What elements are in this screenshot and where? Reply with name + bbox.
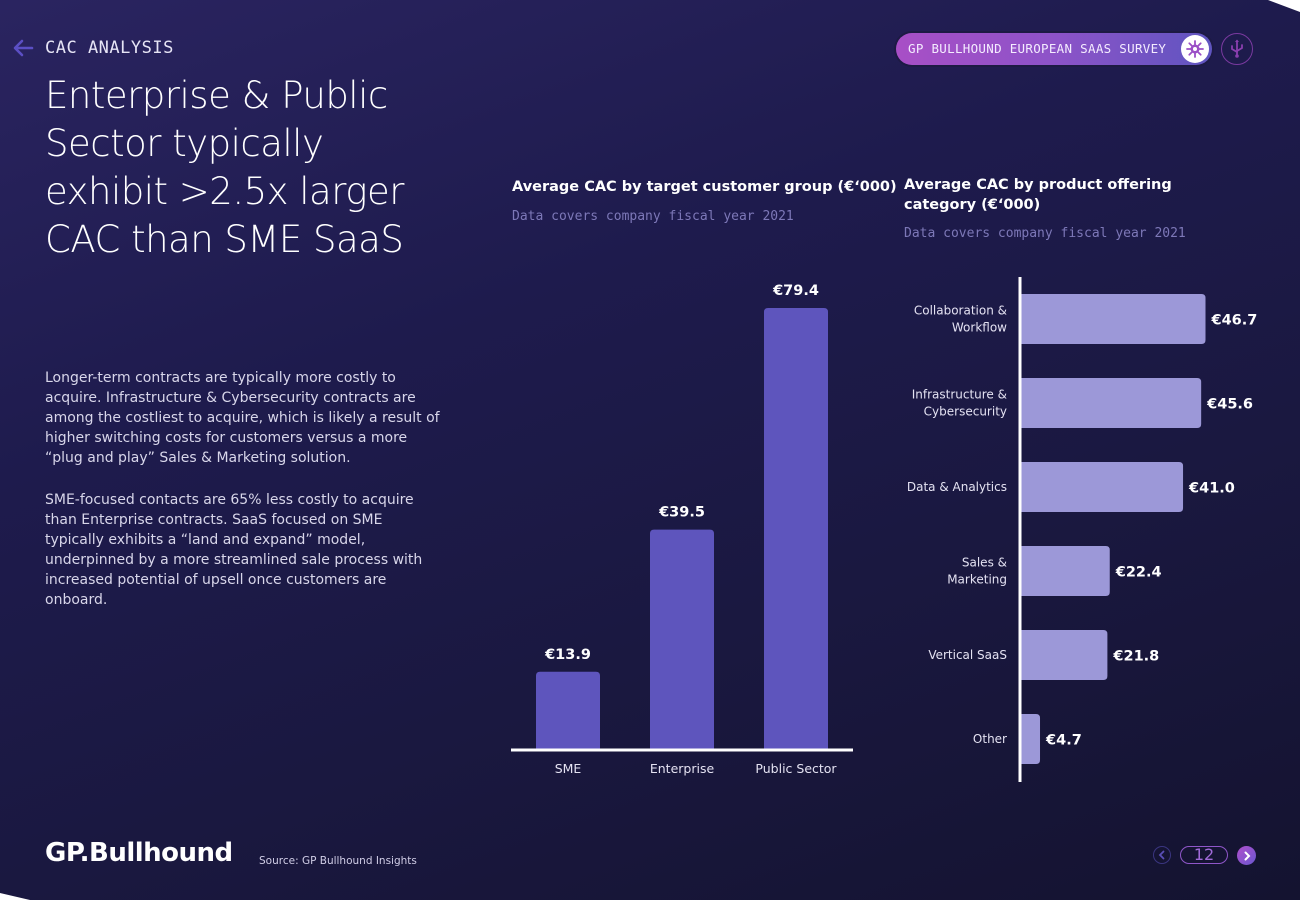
back-button[interactable] [12,38,34,58]
y-tick-label: Other [973,732,1007,746]
bar-public-sector [764,308,828,749]
survey-link-button[interactable]: GP BULLHOUND EUROPEAN SAAS SURVEY [896,33,1212,65]
section-label: CAC ANALYSIS [45,38,174,58]
bar-value-label: €22.4 [1115,565,1162,581]
bar-vertical-saas [1021,630,1108,680]
usb-icon [1231,39,1243,58]
y-tick-label-line: Marketing [947,573,1007,587]
chart1-subtitle: Data covers company fiscal year 2021 [512,209,794,224]
y-tick-label-line: Sales & [962,556,1007,570]
chart-customer-group: €13.9 SME €39.5 Enterprise €79.4 Public Secto… [511,283,853,776]
gp-bullhound-logo: GP.Bullhound [45,838,233,868]
body-paragraph: Longer-term contracts are typically more… [45,370,440,466]
arrow-left-icon [13,39,34,57]
page-headline: Enterprise & Public Sector typically exh… [45,74,404,261]
x-tick-label: Public Sector [755,761,837,776]
bar-value-label: €41.0 [1188,481,1235,497]
chart2-title-line: category (€‘000) [904,197,1041,213]
y-tick-label: Sales & Marketing [947,556,1007,587]
y-tick-label: Data & Analytics [907,480,1007,494]
y-tick-label-line: Other [973,732,1007,746]
bar-value-label: €46.7 [1211,313,1258,329]
y-tick-label-line: Vertical SaaS [928,648,1007,662]
bar-value-label: €13.9 [544,647,591,663]
y-tick-label-line: Collaboration & [914,304,1007,318]
bar-data-analytics [1021,462,1184,512]
y-tick-label-line: Data & Analytics [907,480,1007,494]
bar-other [1021,714,1041,764]
bar-value-label: €45.6 [1206,397,1253,413]
source-note: Source: GP Bullhound Insights [259,855,417,867]
bar-value-label: €39.5 [658,505,705,521]
chevron-right-icon [1244,851,1250,860]
chart1-title: Average CAC by target customer group (€‘… [512,179,897,195]
bar-collaboration-workflow [1021,294,1206,344]
bar-value-label: €21.8 [1112,649,1159,665]
y-tick-label: Vertical SaaS [928,648,1007,662]
chart2-title-line: Average CAC by product offering [904,177,1172,193]
page-number: 12 [1180,846,1228,864]
x-tick-label: SME [555,761,582,776]
bar-sme [536,671,600,749]
previous-page-button[interactable] [1153,846,1171,864]
survey-label: GP BULLHOUND EUROPEAN SAAS SURVEY [908,41,1167,56]
chevron-left-icon [1158,850,1165,860]
y-tick-label-line: Infrastructure & [912,388,1007,402]
survey-badge [1181,35,1209,63]
chart2-subtitle: Data covers company fiscal year 2021 [904,226,1186,241]
y-tick-label: Infrastructure & Cybersecurity [912,388,1007,419]
chart2-title: Average CAC by product offering category… [904,175,1172,215]
virus-icon [1186,40,1204,58]
bar-value-label: €4.7 [1045,733,1082,749]
y-tick-label-line: Cybersecurity [924,405,1007,419]
body-paragraph: SME-focused contacts are 65% less costly… [45,492,423,608]
x-tick-label: Enterprise [650,761,715,776]
y-tick-label: Collaboration & Workflow [914,304,1007,335]
bar-value-label: €79.4 [772,283,819,299]
y-tick-label-line: Workflow [952,321,1007,335]
bar-sales-marketing [1021,546,1110,596]
usb-button[interactable] [1221,33,1253,65]
body-text: Longer-term contracts are typically more… [45,368,440,632]
next-page-button[interactable] [1237,846,1256,865]
bar-infrastructure-cybersecurity [1021,378,1202,428]
bar-enterprise [650,529,714,749]
chart-product-category: €46.7 Collaboration & Workflow €45.6 Infrast… [907,277,1258,782]
